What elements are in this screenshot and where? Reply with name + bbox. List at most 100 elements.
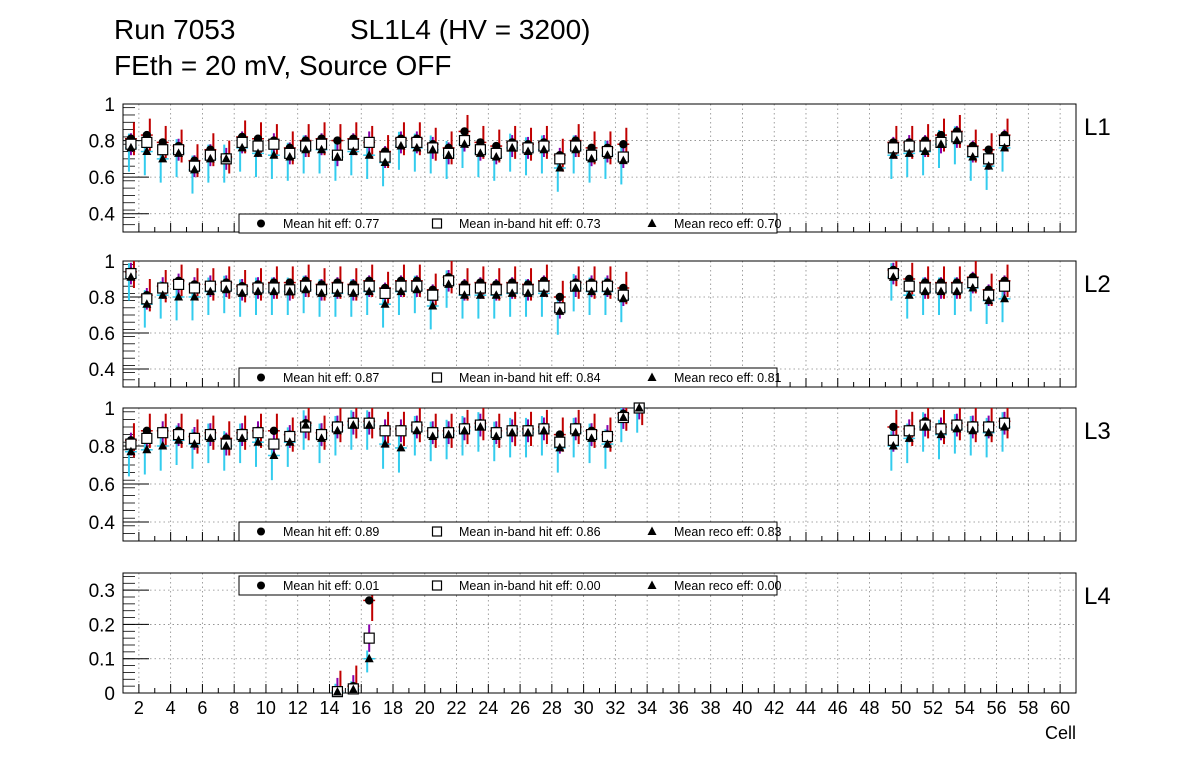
- legend-marker-reco: [647, 372, 657, 381]
- marker-inband-eff: [379, 287, 391, 299]
- marker-reco-eff: [507, 427, 517, 437]
- marker-reco-eff: [158, 441, 168, 450]
- marker-reco-eff: [364, 420, 374, 429]
- marker-hit-eff: [619, 140, 628, 149]
- marker-reco-eff: [174, 148, 184, 157]
- marker-reco-eff: [174, 435, 184, 444]
- marker-reco-eff: [618, 412, 628, 421]
- marker-hit-eff: [364, 596, 374, 605]
- y-tick-label: 0.2: [89, 615, 115, 636]
- marker-reco-eff: [952, 286, 962, 296]
- marker-reco-eff: [984, 161, 994, 170]
- marker-reco-eff: [475, 290, 485, 299]
- marker-reco-eff: [269, 286, 279, 296]
- y-tick-label: 0.6: [89, 475, 115, 496]
- marker-reco-eff: [380, 439, 390, 448]
- x-tick-label: 48: [860, 698, 880, 718]
- legend-marker-inband: [431, 580, 443, 591]
- x-tick-label: 32: [605, 698, 625, 718]
- marker-reco-eff: [920, 146, 930, 156]
- marker-reco-eff: [444, 279, 454, 288]
- x-tick-label: 4: [166, 698, 176, 718]
- marker-reco-eff: [587, 286, 597, 296]
- marker-reco-eff: [904, 148, 914, 157]
- marker-inband-eff: [268, 138, 280, 150]
- marker-reco-eff: [189, 292, 199, 301]
- legend: Mean hit eff: 0.77 Mean in-band hit eff: …: [238, 213, 782, 234]
- marker-reco-eff: [539, 425, 549, 435]
- legend-marker-inband: [431, 526, 443, 537]
- y-tick-label: 0.4: [89, 360, 116, 381]
- marker-reco-eff: [317, 433, 327, 442]
- marker-inband-eff: [379, 425, 391, 437]
- marker-reco-eff: [1000, 142, 1010, 152]
- x-tick-label: 50: [891, 698, 911, 718]
- x-tick-label: 36: [669, 698, 689, 718]
- marker-reco-eff: [571, 144, 581, 154]
- marker-reco-eff: [491, 431, 501, 440]
- x-tick-label: 46: [828, 698, 848, 718]
- panel-L3: 0.4 0.6 0.8 1 L3 Mean hit eff: 0.89 Mean in-ba…: [89, 399, 1111, 542]
- marker-reco-eff: [587, 433, 597, 442]
- marker-reco-eff: [253, 286, 263, 296]
- legend-label: Mean in-band hit eff: 0.73: [459, 217, 601, 231]
- marker-reco-eff: [158, 153, 168, 163]
- marker-reco-eff: [221, 284, 231, 294]
- marker-reco-eff: [142, 444, 152, 454]
- layer-label: L1: [1084, 114, 1111, 141]
- marker-reco-eff: [396, 286, 406, 296]
- layer-label: L2: [1084, 271, 1111, 298]
- marker-reco-eff: [301, 144, 311, 154]
- marker-hit-eff: [555, 292, 564, 302]
- marker-inband-eff: [427, 289, 439, 301]
- marker-reco-eff: [491, 152, 501, 161]
- x-tick-label: 10: [256, 698, 276, 718]
- marker-reco-eff: [317, 288, 327, 297]
- marker-reco-eff: [1000, 293, 1010, 303]
- marker-reco-eff: [888, 272, 898, 281]
- marker-reco-eff: [571, 427, 581, 437]
- x-tick-label: 54: [955, 698, 975, 718]
- y-tick-label: 0.6: [89, 168, 115, 189]
- marker-reco-eff: [888, 150, 898, 159]
- marker-reco-eff: [189, 164, 199, 174]
- x-tick-label: 2: [134, 698, 144, 718]
- x-tick-label: 30: [574, 698, 594, 718]
- marker-reco-eff: [285, 437, 295, 446]
- marker-inband-eff: [998, 280, 1011, 292]
- marker-reco-eff: [523, 288, 533, 297]
- x-tick-label: 20: [415, 698, 435, 718]
- marker-reco-eff: [968, 283, 978, 292]
- legend-label: Mean in-band hit eff: 0.00: [459, 579, 601, 593]
- y-tick-label: 0.1: [89, 650, 115, 671]
- marker-reco-eff: [444, 429, 454, 439]
- marker-reco-eff: [126, 446, 136, 456]
- marker-reco-eff: [332, 425, 342, 435]
- run-label: Run 7053: [114, 14, 236, 45]
- marker-reco-eff: [634, 403, 644, 412]
- x-tick-label: 22: [447, 698, 467, 718]
- marker-reco-eff: [348, 288, 358, 297]
- x-tick-label: 56: [987, 698, 1007, 718]
- x-axis-title: Cell: [1045, 723, 1076, 743]
- marker-reco-eff: [428, 431, 438, 440]
- marker-reco-eff: [412, 284, 422, 294]
- panel-L4: 0 0.1 0.2 0.3 L4 Mean hit eff: 0.01 Mean in-ba…: [89, 572, 1111, 743]
- marker-reco-eff: [317, 144, 327, 154]
- legend-label: Mean in-band hit eff: 0.86: [459, 525, 601, 539]
- y-tick-label: 0.4: [89, 513, 116, 534]
- marker-reco-eff: [888, 441, 898, 450]
- legend-marker-hit: [257, 219, 265, 228]
- layer-label: L3: [1084, 418, 1111, 445]
- marker-reco-eff: [968, 152, 978, 161]
- marker-reco-eff: [348, 684, 358, 694]
- marker-reco-eff: [459, 139, 469, 148]
- legend-label: Mean hit eff: 0.89: [283, 525, 379, 539]
- x-tick-label: 60: [1050, 698, 1070, 718]
- marker-reco-eff: [301, 420, 311, 429]
- layer-label: L4: [1084, 583, 1111, 610]
- marker-reco-eff: [253, 437, 263, 446]
- marker-reco-eff: [920, 422, 930, 431]
- marker-inband-eff: [141, 432, 153, 444]
- marker-reco-eff: [412, 425, 422, 435]
